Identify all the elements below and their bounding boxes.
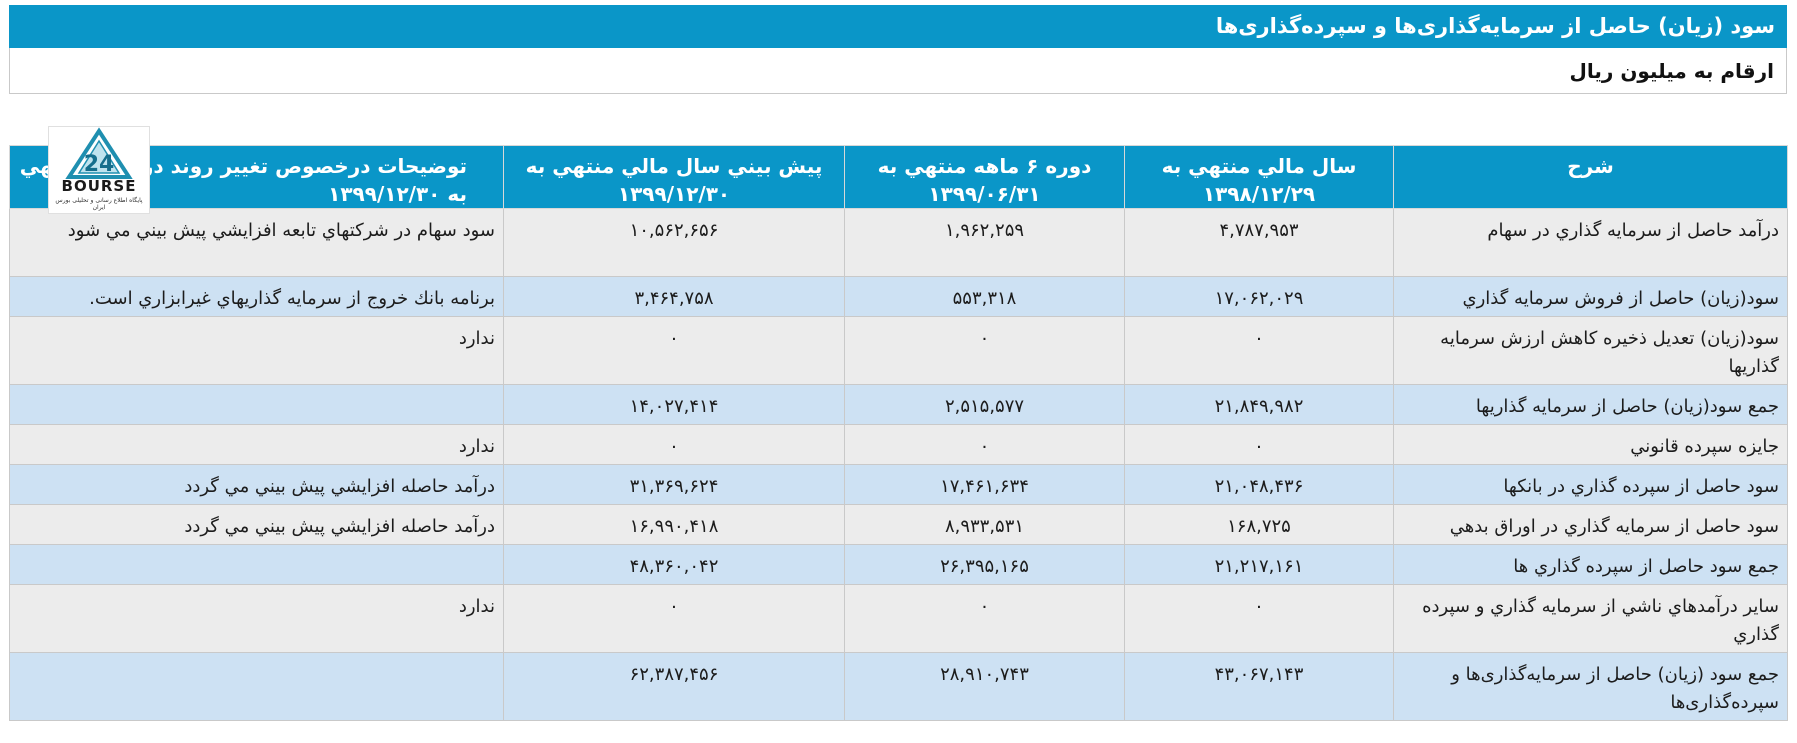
table-row: جمع سود(زيان) حاصل از سرمايه گذاريها ۲۱,… — [9, 384, 1788, 425]
value-fy1398: ۲۱,۲۱۷,۱۶۱ — [1124, 544, 1394, 585]
column-header-fy1398: سال مالي منتهي به ۱۳۹۸/۱۲/۲۹ — [1124, 145, 1394, 209]
row-description: جايزه سپرده قانوني — [1393, 424, 1788, 465]
logo-subtext: پایگاه اطلاع رسانی و تحلیلی بورس ایران — [55, 197, 143, 211]
page-title: سود (زیان) حاصل از سرمایه‌گذاری‌ها و سپر… — [9, 5, 1787, 48]
table-row: جمع سود (زيان) حاصل از سرمايه‌گذاری‌ها و… — [9, 652, 1788, 721]
row-description: سود حاصل از سپرده گذاري در بانكها — [1393, 464, 1788, 505]
value-h6-1399: ۰ — [844, 584, 1125, 653]
value-h6-1399: ۰ — [844, 424, 1125, 465]
investment-income-table: شرح سال مالي منتهي به ۱۳۹۸/۱۲/۲۹ دوره ۶ … — [9, 145, 1788, 721]
row-description: سود(زيان) تعديل ذخيره كاهش ارزش سرمايه گ… — [1393, 316, 1788, 385]
column-header-h6-1399: دوره ۶ ماهه منتهي به ۱۳۹۹/۰۶/۳۱ — [844, 145, 1125, 209]
row-description: درآمد حاصل از سرمايه گذاري در سهام — [1393, 208, 1788, 277]
row-notes — [9, 544, 504, 585]
table-row: ساير درآمدهاي ناشي از سرمايه گذاري و سپر… — [9, 584, 1788, 653]
value-forecast1399: ۰ — [503, 584, 845, 653]
table-row: درآمد حاصل از سرمايه گذاري در سهام ۴,۷۸۷… — [9, 208, 1788, 277]
value-fy1398: ۱۷,۰۶۲,۰۲۹ — [1124, 276, 1394, 317]
table-header-row: شرح سال مالي منتهي به ۱۳۹۸/۱۲/۲۹ دوره ۶ … — [9, 145, 1788, 209]
value-forecast1399: ۰ — [503, 316, 845, 385]
value-fy1398: ۰ — [1124, 316, 1394, 385]
table-row: سود(زيان) تعديل ذخيره كاهش ارزش سرمايه گ… — [9, 316, 1788, 385]
bourse24-logo: 24 BOURSE پایگاه اطلاع رسانی و تحلیلی بو… — [48, 126, 150, 214]
row-description: سود(زيان) حاصل از فروش سرمايه گذاري — [1393, 276, 1788, 317]
value-fy1398: ۲۱,۸۴۹,۹۸۲ — [1124, 384, 1394, 425]
value-fy1398: ۱۶۸,۷۲۵ — [1124, 504, 1394, 545]
value-forecast1399: ۴۸,۳۶۰,۰۴۲ — [503, 544, 845, 585]
value-forecast1399: ۱۰,۵۶۲,۶۵۶ — [503, 208, 845, 277]
value-fy1398: ۲۱,۰۴۸,۴۳۶ — [1124, 464, 1394, 505]
value-fy1398: ۴,۷۸۷,۹۵۳ — [1124, 208, 1394, 277]
row-description: ساير درآمدهاي ناشي از سرمايه گذاري و سپر… — [1393, 584, 1788, 653]
value-fy1398: ۰ — [1124, 584, 1394, 653]
row-description: جمع سود حاصل از سپرده گذاري ها — [1393, 544, 1788, 585]
value-forecast1399: ۱۶,۹۹۰,۴۱۸ — [503, 504, 845, 545]
row-notes: درآمد حاصله افزايشي پيش بيني مي گردد — [9, 504, 504, 545]
value-h6-1399: ۱۷,۴۶۱,۶۳۴ — [844, 464, 1125, 505]
row-description: سود حاصل از سرمايه گذاري در اوراق بدهي — [1393, 504, 1788, 545]
value-forecast1399: ۳۱,۳۶۹,۶۲۴ — [503, 464, 845, 505]
row-notes: سود سهام در شرکتهاي تابعه افزايشي پيش بي… — [9, 208, 504, 277]
value-h6-1399: ۲,۵۱۵,۵۷۷ — [844, 384, 1125, 425]
value-forecast1399: ۶۲,۳۸۷,۴۵۶ — [503, 652, 845, 721]
value-h6-1399: ۸,۹۳۳,۵۳۱ — [844, 504, 1125, 545]
value-h6-1399: ۰ — [844, 316, 1125, 385]
value-forecast1399: ۳,۴۶۴,۷۵۸ — [503, 276, 845, 317]
table-row: جايزه سپرده قانوني ۰ ۰ ۰ ندارد — [9, 424, 1788, 465]
row-notes — [9, 384, 504, 425]
row-notes: ندارد — [9, 584, 504, 653]
value-forecast1399: ۱۴,۰۲۷,۴۱۴ — [503, 384, 845, 425]
logo-text: BOURSE — [61, 177, 137, 195]
value-h6-1399: ۱,۹۶۲,۲۵۹ — [844, 208, 1125, 277]
table-row: سود حاصل از سرمايه گذاري در اوراق بدهي ۱… — [9, 504, 1788, 545]
row-notes: برنامه بانك خروج از سرمايه گذاريهاي غيرا… — [9, 276, 504, 317]
row-notes: ندارد — [9, 424, 504, 465]
table-row: سود(زيان) حاصل از فروش سرمايه گذاري ۱۷,۰… — [9, 276, 1788, 317]
row-notes: ندارد — [9, 316, 504, 385]
unit-label: ارقام به میلیون ریال — [9, 48, 1787, 94]
row-description: جمع سود (زيان) حاصل از سرمايه‌گذاری‌ها و… — [1393, 652, 1788, 721]
value-h6-1399: ۲۶,۳۹۵,۱۶۵ — [844, 544, 1125, 585]
column-header-forecast1399: پيش بيني سال مالي منتهي به ۱۳۹۹/۱۲/۳۰ — [503, 145, 845, 209]
value-h6-1399: ۲۸,۹۱۰,۷۴۳ — [844, 652, 1125, 721]
row-notes: درآمد حاصله افزايشي پيش بيني مي گردد — [9, 464, 504, 505]
column-header-description: شرح — [1393, 145, 1788, 209]
value-forecast1399: ۰ — [503, 424, 845, 465]
svg-text:24: 24 — [84, 152, 115, 177]
table-row: سود حاصل از سپرده گذاري در بانكها ۲۱,۰۴۸… — [9, 464, 1788, 505]
row-description: جمع سود(زيان) حاصل از سرمايه گذاريها — [1393, 384, 1788, 425]
table-row: جمع سود حاصل از سپرده گذاري ها ۲۱,۲۱۷,۱۶… — [9, 544, 1788, 585]
row-notes — [9, 652, 504, 721]
bourse24-logo-icon: 24 — [65, 127, 133, 179]
value-fy1398: ۰ — [1124, 424, 1394, 465]
value-fy1398: ۴۳,۰۶۷,۱۴۳ — [1124, 652, 1394, 721]
value-h6-1399: ۵۵۳,۳۱۸ — [844, 276, 1125, 317]
